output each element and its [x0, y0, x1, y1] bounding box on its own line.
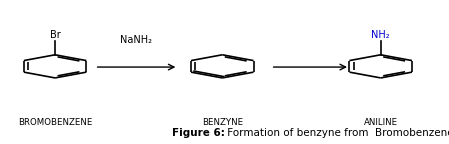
Text: NH₂: NH₂ [371, 30, 390, 40]
Text: Figure 6:: Figure 6: [172, 128, 224, 138]
Text: Formation of benzyne from  Bromobenzene.: Formation of benzyne from Bromobenzene. [224, 128, 449, 138]
Text: ANILINE: ANILINE [364, 118, 398, 127]
Text: BROMOBENZENE: BROMOBENZENE [18, 118, 92, 127]
Text: NaNH₂: NaNH₂ [120, 35, 153, 45]
Text: BENZYNE: BENZYNE [202, 118, 243, 127]
Text: Br: Br [50, 30, 61, 40]
